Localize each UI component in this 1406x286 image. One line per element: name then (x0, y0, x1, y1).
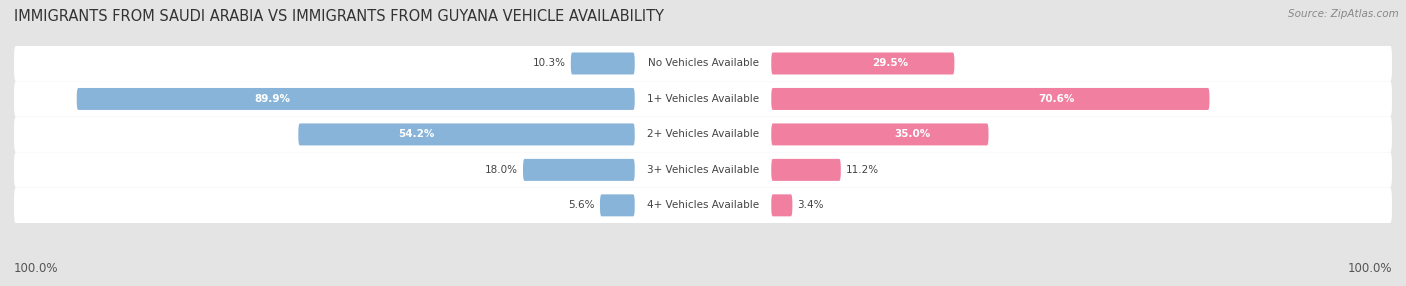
Text: 2+ Vehicles Available: 2+ Vehicles Available (647, 130, 759, 139)
Text: 29.5%: 29.5% (872, 59, 908, 68)
FancyBboxPatch shape (14, 188, 1392, 223)
Text: 100.0%: 100.0% (1347, 262, 1392, 275)
FancyBboxPatch shape (772, 194, 793, 216)
FancyBboxPatch shape (600, 194, 634, 216)
Text: 1+ Vehicles Available: 1+ Vehicles Available (647, 94, 759, 104)
Text: No Vehicles Available: No Vehicles Available (648, 59, 758, 68)
FancyBboxPatch shape (571, 53, 634, 74)
Text: 54.2%: 54.2% (398, 130, 434, 139)
FancyBboxPatch shape (298, 124, 634, 145)
FancyBboxPatch shape (14, 117, 1392, 152)
Text: IMMIGRANTS FROM SAUDI ARABIA VS IMMIGRANTS FROM GUYANA VEHICLE AVAILABILITY: IMMIGRANTS FROM SAUDI ARABIA VS IMMIGRAN… (14, 9, 664, 23)
Text: 3+ Vehicles Available: 3+ Vehicles Available (647, 165, 759, 175)
FancyBboxPatch shape (772, 124, 988, 145)
Text: 11.2%: 11.2% (846, 165, 879, 175)
FancyBboxPatch shape (523, 159, 634, 181)
FancyBboxPatch shape (772, 88, 1209, 110)
Text: 3.4%: 3.4% (797, 200, 824, 210)
Text: 35.0%: 35.0% (894, 130, 931, 139)
Text: 89.9%: 89.9% (254, 94, 290, 104)
Text: 4+ Vehicles Available: 4+ Vehicles Available (647, 200, 759, 210)
FancyBboxPatch shape (14, 81, 1392, 117)
Text: 100.0%: 100.0% (14, 262, 59, 275)
Text: 18.0%: 18.0% (485, 165, 517, 175)
Text: 70.6%: 70.6% (1038, 94, 1074, 104)
FancyBboxPatch shape (14, 152, 1392, 188)
FancyBboxPatch shape (14, 46, 1392, 81)
Text: 5.6%: 5.6% (568, 200, 595, 210)
FancyBboxPatch shape (772, 53, 955, 74)
FancyBboxPatch shape (77, 88, 634, 110)
FancyBboxPatch shape (772, 159, 841, 181)
Text: 10.3%: 10.3% (533, 59, 565, 68)
Text: Source: ZipAtlas.com: Source: ZipAtlas.com (1288, 9, 1399, 19)
